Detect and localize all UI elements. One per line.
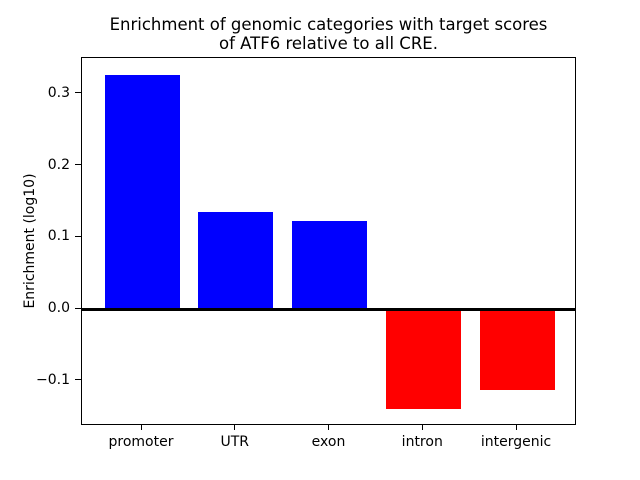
x-tick-label-intergenic: intergenic xyxy=(480,434,552,450)
x-tick-mark-intergenic xyxy=(515,425,517,430)
x-tick-mark-promoter xyxy=(140,425,142,430)
y-tick-mark-0.1 xyxy=(75,235,81,237)
x-tick-label-UTR: UTR xyxy=(220,434,250,450)
bar-exon xyxy=(292,220,367,310)
x-tick-label-promoter: promoter xyxy=(108,434,174,450)
x-tick-mark-UTR xyxy=(234,425,236,430)
bar-promoter xyxy=(104,75,180,310)
y-tick-mark-0.3 xyxy=(75,92,81,94)
y-tick-label-−0.1: −0.1 xyxy=(36,371,70,388)
x-tick-label-exon: exon xyxy=(311,434,346,450)
y-tick-label-0.2: 0.2 xyxy=(47,156,70,173)
chart-title: Enrichment of genomic categories with ta… xyxy=(109,15,548,54)
y-tick-mark-0.2 xyxy=(75,164,81,166)
y-tick-label-0.1: 0.1 xyxy=(47,228,70,245)
bar-intergenic xyxy=(479,309,555,391)
x-tick-label-intron: intron xyxy=(401,434,443,450)
y-tick-mark-0.0 xyxy=(75,307,81,309)
bar-UTR xyxy=(198,212,274,310)
zero-line xyxy=(82,307,575,311)
plot-area xyxy=(81,57,576,425)
y-tick-label-0.0: 0.0 xyxy=(47,300,70,317)
y-tick-label-0.3: 0.3 xyxy=(47,84,70,101)
x-tick-mark-exon xyxy=(328,425,329,430)
x-tick-mark-intron xyxy=(421,425,423,430)
y-tick-mark-−0.1 xyxy=(75,379,81,381)
bar-intron xyxy=(385,309,461,410)
